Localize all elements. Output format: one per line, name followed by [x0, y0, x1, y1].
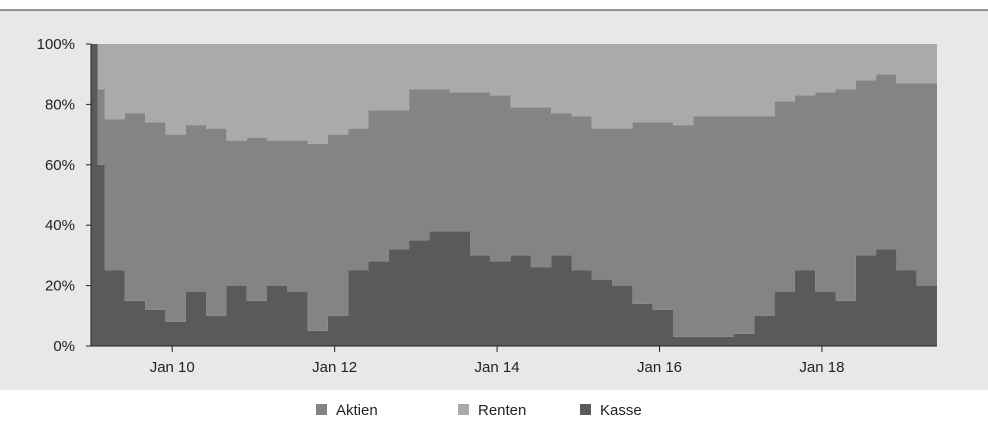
legend-label-aktien: Aktien [336, 402, 378, 419]
legend-swatch-renten [458, 404, 469, 415]
area-renten [91, 44, 937, 144]
legend-swatch-aktien [316, 404, 327, 415]
plot-areas [91, 44, 937, 346]
y-tick-label: 60% [45, 157, 75, 174]
x-tick-label: Jan 12 [312, 359, 357, 376]
y-tick-label: 80% [45, 96, 75, 113]
x-tick-label: Jan 14 [475, 359, 520, 376]
x-tick-label: Jan 16 [637, 359, 682, 376]
x-tick-label: Jan 18 [799, 359, 844, 376]
x-axis: Jan 10 Jan 12 Jan 14 Jan 16 Jan 18 [91, 345, 937, 376]
legend-label-renten: Renten [478, 402, 526, 419]
y-axis: 0% 20% 40% 60% 80% 100% [37, 36, 92, 355]
y-tick-label: 20% [45, 278, 75, 295]
y-tick-label: 100% [37, 36, 75, 53]
x-tick-label: Jan 10 [150, 359, 195, 376]
legend: Aktien Renten Kasse [316, 402, 642, 419]
legend-swatch-kasse [580, 404, 591, 415]
y-tick-label: 0% [53, 338, 75, 355]
legend-label-kasse: Kasse [600, 402, 642, 419]
area-kasse [91, 44, 937, 346]
y-tick-label: 40% [45, 217, 75, 234]
area-aktien [91, 44, 937, 337]
